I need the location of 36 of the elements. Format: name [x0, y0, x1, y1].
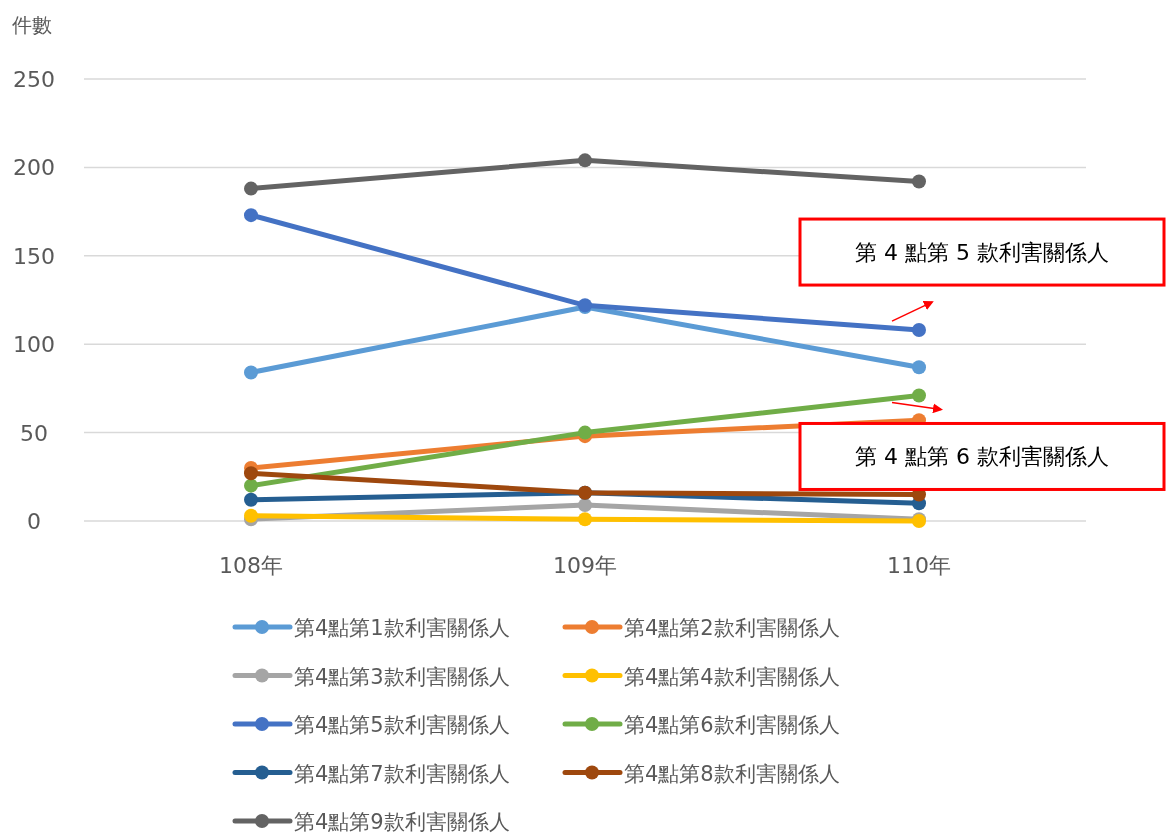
annotation: 第 4 點第 6 款利害關係人 — [855, 444, 1109, 470]
x-tick-label: 109年 — [553, 553, 617, 578]
point — [912, 360, 926, 375]
y-tick-label: 100 — [13, 332, 55, 358]
y-tick-label: 150 — [13, 243, 55, 269]
y-axis-title: 件數 — [12, 13, 52, 37]
legend-label: 第4點第1款利害關係人 — [294, 616, 510, 640]
x-tick-label: 108年 — [219, 553, 283, 578]
point — [244, 181, 258, 196]
y-tick-label: 50 — [20, 420, 48, 446]
point — [244, 365, 258, 380]
legend-label: 第4點第7款利害關係人 — [294, 761, 510, 786]
point — [244, 466, 258, 481]
y-tick-label: 200 — [13, 155, 55, 181]
point — [244, 208, 258, 223]
legend-label: 第4點第9款利害關係人 — [294, 810, 510, 834]
x-tick-label: 110年 — [887, 553, 951, 578]
point — [912, 174, 926, 189]
point — [578, 153, 592, 168]
point — [578, 498, 592, 513]
legend-label: 第4點第6款利害關係人 — [624, 713, 840, 737]
point — [578, 425, 592, 440]
y-tick-label: 250 — [13, 67, 55, 92]
y-tick-label: 0 — [27, 509, 41, 534]
legend-label: 第4點第4款利害關係人 — [624, 664, 840, 689]
point — [244, 478, 258, 493]
legend-label: 第4點第8款利害關係人 — [624, 761, 840, 786]
legend-label: 第4點第5款利害關係人 — [294, 713, 510, 737]
point — [244, 492, 258, 507]
legend-label: 第4點第2款利害關係人 — [624, 616, 840, 640]
point — [912, 388, 926, 403]
legend-label: 第4點第3款利害關係人 — [294, 664, 510, 689]
annotation: 第 4 點第 5 款利害關係人 — [855, 240, 1109, 266]
point — [912, 323, 926, 338]
point — [244, 508, 258, 523]
point — [578, 512, 592, 527]
